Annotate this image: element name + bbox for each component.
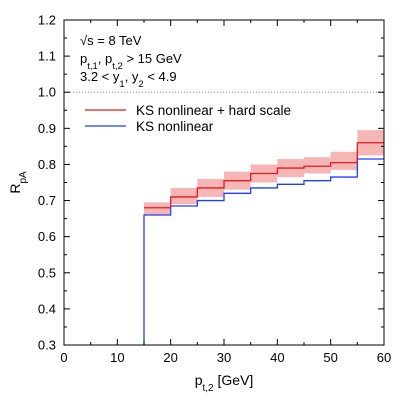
y-tick-label: 1.0 bbox=[38, 85, 56, 100]
y-axis-title: RpA bbox=[7, 171, 29, 194]
y-tick-label: 0.3 bbox=[38, 338, 56, 353]
y-tick-label: 0.5 bbox=[38, 265, 56, 280]
x-tick-label: 0 bbox=[60, 350, 67, 365]
uncertainty-band-bin bbox=[330, 151, 358, 170]
y-tick-label: 0.7 bbox=[38, 193, 56, 208]
legend-label-hard-scale: KS nonlinear + hard scale bbox=[136, 103, 291, 118]
x-tick-label: 40 bbox=[270, 350, 284, 365]
x-axis-title: pt,2 [GeV] bbox=[195, 372, 254, 394]
uncertainty-band-bin bbox=[144, 202, 171, 215]
y-tick-label: 1.2 bbox=[38, 13, 56, 28]
x-tick-label: 30 bbox=[217, 350, 231, 365]
series-layer bbox=[143, 142, 384, 345]
legend-label-nonlinear: KS nonlinear bbox=[136, 119, 214, 134]
x-tick-label: 60 bbox=[377, 350, 391, 365]
uncertainty-band-layer bbox=[144, 130, 384, 215]
y-tick-label: 0.9 bbox=[38, 121, 56, 136]
uncertainty-band-bin bbox=[170, 187, 198, 205]
y-tick-label: 0.8 bbox=[38, 157, 56, 172]
x-tick-label: 20 bbox=[163, 350, 177, 365]
y-tick-label: 0.6 bbox=[38, 229, 56, 244]
uncertainty-band-bin bbox=[304, 157, 331, 174]
x-tick-label: 50 bbox=[323, 350, 337, 365]
tick-layer: 0 10 20 30 40 50 60 0.3 0.4 0.5 0.6 0.7 0.8 0.9 1.0 1.1… bbox=[38, 13, 391, 366]
x-tick-label: 10 bbox=[110, 350, 124, 365]
series-step-line bbox=[143, 158, 384, 345]
annotation-pt-cut: pt,1, pt,2 > 15 GeV bbox=[80, 51, 182, 72]
y-tick-label: 0.4 bbox=[38, 301, 56, 316]
annotation-energy: √s = 8 TeV bbox=[80, 33, 142, 48]
annotation-rapidity-cut: 3.2 < y1, y2 < 4.9 bbox=[80, 69, 177, 90]
legend: KS nonlinear + hard scale KS nonlinear bbox=[85, 103, 291, 134]
y-tick-label: 1.1 bbox=[38, 49, 56, 64]
series-step-line bbox=[144, 142, 384, 209]
